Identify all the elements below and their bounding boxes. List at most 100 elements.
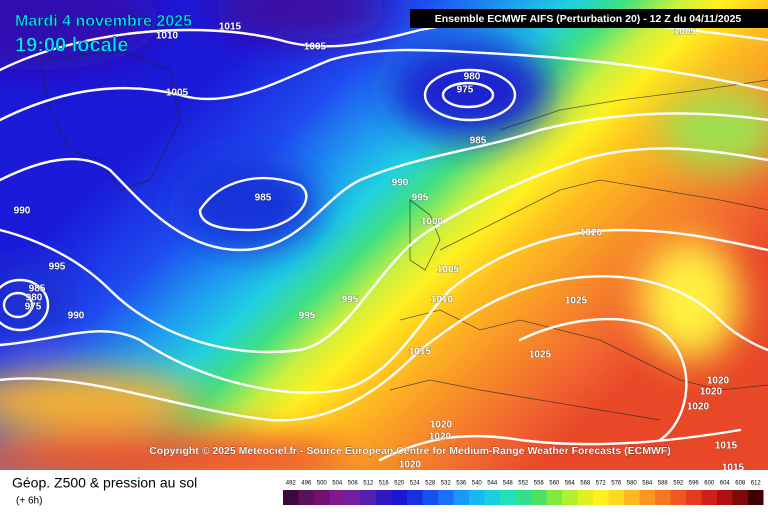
colorbar-label: 492: [286, 481, 297, 487]
isobar-label: 1010: [156, 31, 179, 42]
colorbar-label: 496: [301, 481, 312, 487]
colorbar-label: 596: [689, 481, 700, 487]
colorbar-label: 528: [425, 481, 436, 487]
colorbar: 492 496 500 504 508 512 516 520 524 528 532 536 540 5…: [283, 481, 764, 505]
colorbar-swatch: [469, 490, 485, 505]
isobar-label: 995: [412, 193, 429, 204]
header-box: [410, 9, 768, 28]
isobar-label: 995: [49, 262, 66, 273]
isobar-label: 1015: [409, 347, 432, 358]
colorbar-label: 548: [503, 481, 514, 487]
colorbar-swatch: [391, 490, 407, 505]
colorbar-swatch: [639, 490, 655, 505]
isobar-label: 980: [464, 72, 481, 83]
colorbar-label: 600: [704, 481, 715, 487]
colorbar-swatch: [500, 490, 516, 505]
colorbar-label: 572: [596, 481, 607, 487]
colorbar-label: 508: [348, 481, 359, 487]
colorbar-label: 500: [317, 481, 328, 487]
colorbar-swatch: [283, 490, 299, 505]
colorbar-label: 504: [332, 481, 343, 487]
colorbar-label: 608: [735, 481, 746, 487]
colorbar-swatch: [562, 490, 578, 505]
time-title: 19:00 locale: [15, 34, 128, 56]
colorbar-label: 540: [472, 481, 483, 487]
isobar-label: 1015: [219, 22, 242, 33]
isobar-label: 1020: [707, 376, 730, 387]
colorbar-swatch: [314, 490, 330, 505]
isobar-label: 990: [68, 311, 85, 322]
colorbar-swatch: [453, 490, 469, 505]
colorbar-label: 568: [580, 481, 591, 487]
colorbar-swatch: [670, 490, 686, 505]
colorbar-label: 524: [410, 481, 421, 487]
colorbar-swatch: [717, 490, 733, 505]
isobar-label: 995: [342, 295, 359, 306]
colorbar-swatch: [732, 490, 748, 505]
colorbar-label: 580: [627, 481, 638, 487]
isobar-label: 990: [14, 206, 31, 217]
colorbar-swatch: [360, 490, 376, 505]
isobar-label: 1025: [529, 350, 552, 361]
isobar-label: 1020: [429, 432, 452, 443]
colorbar-swatch: [298, 490, 314, 505]
colorbar-swatch: [376, 490, 392, 505]
colorbar-label: 552: [518, 481, 529, 487]
isobar-label: 1020: [399, 460, 422, 471]
isobar-label: 1020: [687, 402, 710, 413]
colorbar-swatch: [686, 490, 702, 505]
colorbar-label: 512: [363, 481, 374, 487]
isobar-label: 975: [457, 85, 474, 96]
colorbar-label: 536: [456, 481, 467, 487]
colorbar-swatch: [345, 490, 361, 505]
isobar-label: 985: [29, 284, 46, 295]
colorbar-swatch: [531, 490, 547, 505]
colorbar-swatch: [407, 490, 423, 505]
isobar-label: 980: [26, 293, 43, 304]
colorbar-swatch: [748, 490, 764, 505]
colorbar-label: 576: [611, 481, 622, 487]
isobar-label: 1025: [565, 296, 588, 307]
colorbar-swatch: [515, 490, 531, 505]
legend-lead: (+ 6h): [16, 496, 42, 507]
colorbar-label: 520: [394, 481, 405, 487]
isobar-label: 1015: [715, 441, 738, 452]
isobar-label: 990: [392, 178, 409, 189]
isobar-label: 1005: [437, 265, 460, 276]
isobar-label: 995: [299, 311, 316, 322]
colorbar-label: 564: [565, 481, 576, 487]
colorbar-label: 544: [487, 481, 498, 487]
legend-title: Géop. Z500 & pression au sol: [12, 475, 197, 491]
colorbar-swatch: [438, 490, 454, 505]
isobar-label: 1020: [580, 228, 603, 239]
colorbar-label: 532: [441, 481, 452, 487]
colorbar-label: 584: [642, 481, 653, 487]
colorbar-label: 560: [549, 481, 560, 487]
colorbar-label: 516: [379, 481, 390, 487]
colorbar-label: 592: [673, 481, 684, 487]
isobar-label: 1005: [166, 88, 189, 99]
colorbar-label: 556: [534, 481, 545, 487]
colorbar-swatch: [608, 490, 624, 505]
colorbar-label: 588: [658, 481, 669, 487]
colorbar-swatch: [655, 490, 671, 505]
colorbar-label: 604: [720, 481, 731, 487]
isobar-label: 1005: [674, 27, 697, 38]
isobar-label: 1020: [430, 420, 453, 431]
colorbar-swatch: [624, 490, 640, 505]
isobar-label: 975: [25, 302, 42, 313]
isobar-labels: 1015101010051005100598097598599099598510…: [13, 21, 745, 474]
date-title: Mardi 4 novembre 2025: [15, 13, 192, 30]
isobar-label: 985: [255, 193, 272, 204]
colorbar-swatch: [329, 490, 345, 505]
colorbar-swatch: [422, 490, 438, 505]
isobar-label: 985: [470, 136, 487, 147]
model-info: Ensemble ECMWF AIFS (Perturbation 20) - …: [435, 13, 742, 25]
isobar-label: 1005: [304, 42, 327, 53]
colorbar-swatch: [593, 490, 609, 505]
colorbar-swatch: [577, 490, 593, 505]
isobar-label: 1010: [431, 295, 454, 306]
isobar-label: 1000: [421, 217, 444, 228]
colorbar-swatch: [546, 490, 562, 505]
